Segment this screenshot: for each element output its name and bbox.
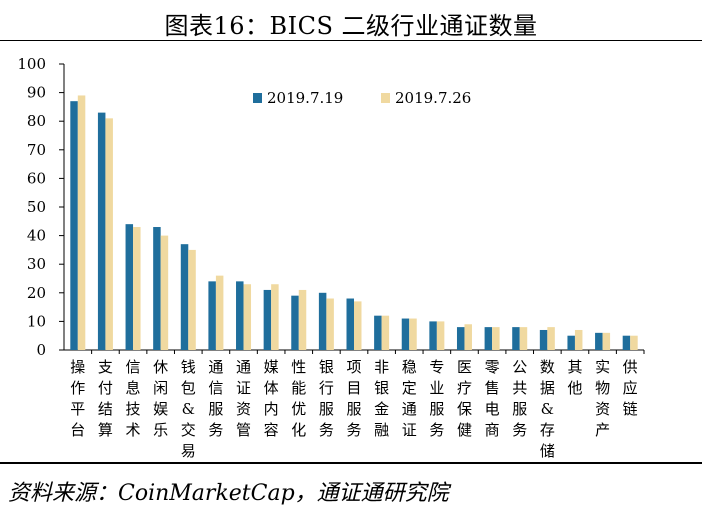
category-label: 公共服务: [512, 358, 527, 439]
y-tick-label: 60: [27, 169, 46, 187]
bar-series-1: [374, 315, 382, 350]
bar-series-1: [567, 335, 575, 350]
bar-series-2: [574, 329, 583, 350]
bar-series-2: [243, 284, 252, 350]
y-tick-label: 100: [17, 55, 46, 73]
legend-swatch-1: [253, 93, 262, 103]
category-label: 媒体内容: [264, 358, 279, 439]
bar-series-1: [291, 295, 299, 350]
bar-series-2: [602, 332, 611, 350]
bar-series-1: [622, 335, 631, 350]
source-note: 资料来源：CoinMarketCap，通证通研究院: [8, 481, 449, 506]
bar-series-2: [354, 301, 362, 350]
category-label: 数据&存储: [540, 358, 555, 460]
bar-series-1: [346, 298, 354, 350]
bar-series-2: [271, 284, 279, 350]
category-label: 专业服务: [429, 358, 444, 439]
bar-series-1: [153, 227, 161, 350]
category-label: 休闲娱乐: [153, 358, 168, 439]
bar-series-2: [381, 315, 390, 350]
bar-series-2: [326, 298, 334, 350]
bar-series-1: [318, 292, 327, 350]
category-label: 钱包&交易: [181, 358, 196, 460]
bar-series-2: [298, 289, 307, 350]
category-label: 稳定通证: [402, 358, 417, 439]
category-label: 项目服务: [346, 358, 361, 439]
category-label: 医疗保健: [457, 358, 472, 439]
bar-series-2: [630, 335, 638, 350]
bar-series-1: [484, 327, 493, 350]
category-label: 通信服务: [208, 358, 223, 439]
bar-series-2: [547, 327, 555, 350]
y-tick-label: 30: [27, 255, 46, 273]
category-label: 性能优化: [291, 358, 306, 439]
y-tick-label: 80: [27, 112, 46, 130]
y-tick-label: 10: [27, 312, 46, 330]
category-label: 通证资管: [236, 358, 251, 439]
bar-series-2: [105, 118, 113, 350]
category-label: 信息技术: [126, 358, 141, 439]
title-rule: [0, 40, 702, 41]
category-label: 支付结算: [98, 358, 113, 439]
y-tick-label: 40: [27, 227, 46, 245]
bar-series-1: [208, 281, 216, 350]
category-label: 其他: [567, 358, 582, 397]
bar-series-1: [263, 289, 272, 350]
bar-series-1: [180, 244, 189, 350]
category-label: 实物资产: [595, 358, 610, 439]
category-label: 供应链: [623, 358, 638, 418]
y-tick-label: 0: [36, 341, 46, 359]
bar-series-1: [539, 329, 548, 350]
category-label: 操作平台: [70, 358, 85, 439]
bar-series-1: [429, 321, 437, 350]
legend-label-1: 2019.7.19: [267, 89, 343, 107]
bar-series-1: [125, 224, 134, 350]
category-label: 零售电商: [485, 358, 500, 439]
bar-series-1: [236, 281, 244, 350]
legend-label-2: 2019.7.26: [395, 89, 471, 107]
bar-series-1: [401, 318, 410, 350]
bar-series-1: [456, 327, 465, 350]
bar-series-2: [77, 95, 86, 351]
legend-swatch-2: [381, 93, 390, 103]
y-tick-label: 90: [27, 84, 46, 102]
bar-series-2: [133, 227, 141, 350]
bar-series-1: [97, 112, 106, 351]
bar-series-2: [188, 249, 196, 350]
source-rule: [0, 462, 702, 464]
y-tick-label: 70: [27, 141, 46, 159]
bar-series-2: [409, 318, 417, 350]
y-tick-label: 20: [27, 284, 46, 302]
bar-series-2: [160, 235, 169, 350]
bar-series-2: [492, 327, 500, 350]
bar-series-1: [70, 101, 78, 351]
y-tick-label: 50: [27, 198, 46, 216]
bar-series-2: [436, 321, 445, 350]
chart-title: 图表16：BICS 二级行业通证数量: [164, 12, 538, 40]
category-label: 银行服务: [319, 358, 334, 439]
category-label: 非银金融: [374, 358, 389, 439]
bar-series-2: [519, 327, 528, 350]
bar-series-1: [512, 327, 520, 350]
bar-series-2: [215, 275, 224, 350]
bar-series-1: [595, 332, 603, 350]
bar-series-2: [464, 324, 472, 350]
